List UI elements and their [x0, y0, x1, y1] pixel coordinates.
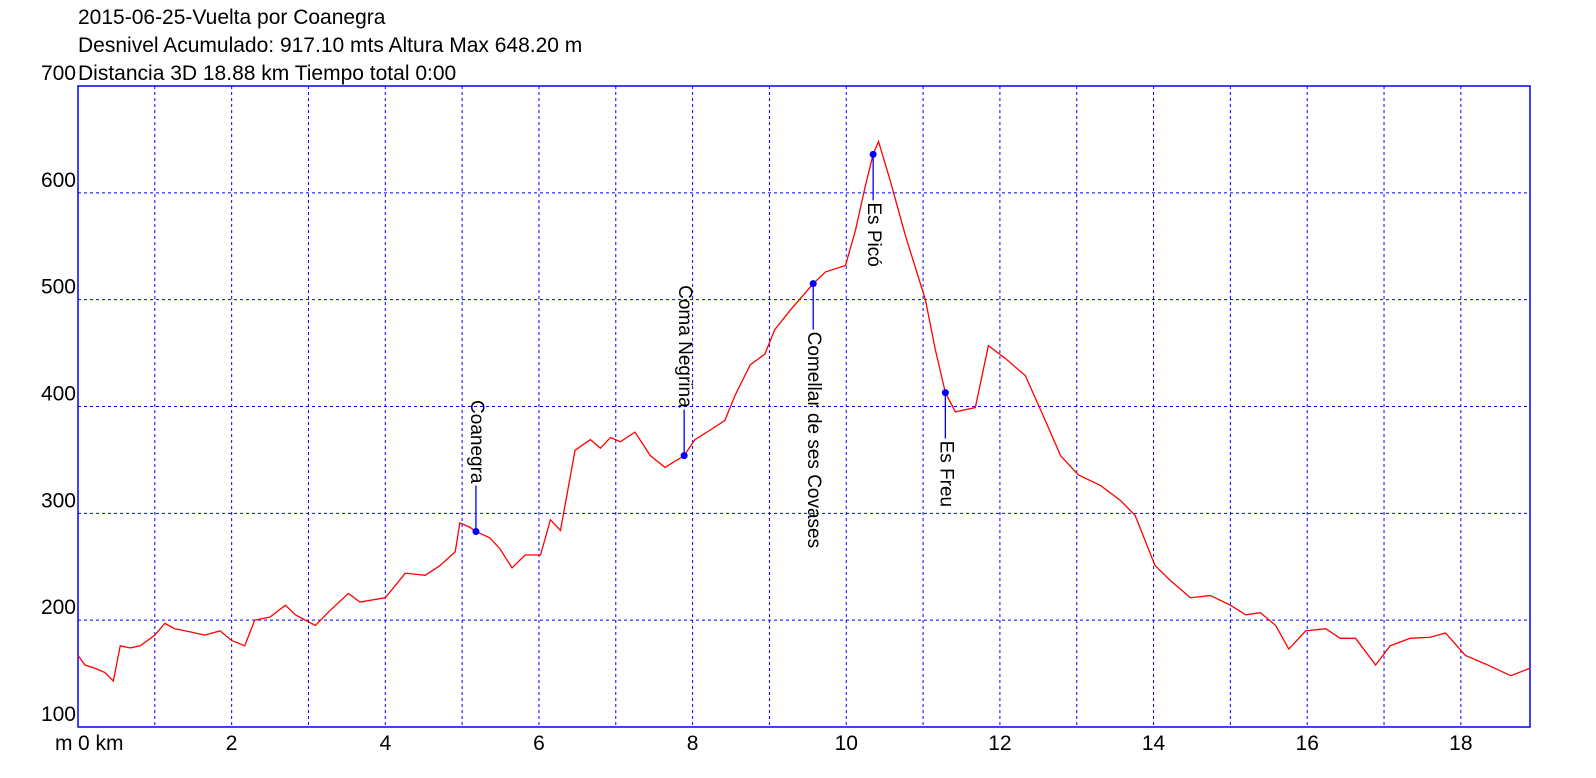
- waypoint-label: Coma Negrina: [674, 285, 695, 408]
- waypoint-marker: [680, 452, 688, 460]
- y-tick-label: 300: [41, 489, 76, 512]
- x-tick-label: 12: [988, 732, 1011, 755]
- x-tick-label: 2: [226, 732, 238, 755]
- y-tick-label: 600: [41, 169, 76, 192]
- x-tick-label: 14: [1142, 732, 1166, 755]
- waypoint-label: Comellar de ses Covases: [803, 332, 824, 548]
- waypoint-marker: [472, 527, 480, 535]
- chart-subtitle: Distancia 3D 18.88 km Tiempo total 0:00: [78, 62, 456, 85]
- plot-frame: [77, 85, 1531, 728]
- waypoint-label: Coanegra: [466, 400, 487, 484]
- y-axis-label: m: [55, 732, 73, 755]
- x-tick-label: 10: [835, 732, 858, 755]
- y-tick-label: 100: [41, 703, 76, 726]
- x-tick-label: 8: [687, 732, 699, 755]
- elevation-line: [77, 139, 1531, 683]
- waypoint-label: Es Picó: [863, 202, 884, 266]
- waypoint-marker: [809, 280, 817, 288]
- x-tick-label: 4: [379, 732, 391, 755]
- waypoint-marker: [941, 389, 949, 397]
- waypoint-marker: [869, 150, 877, 158]
- chart-subtitle: Desnivel Acumulado: 917.10 mts Altura Ma…: [78, 34, 582, 57]
- x-tick-label: 6: [533, 732, 545, 755]
- y-tick-label: 700: [41, 62, 76, 85]
- x-tick-label: 18: [1449, 732, 1472, 755]
- waypoint-label: Es Freu: [935, 441, 956, 508]
- x-tick-label: 0 km: [78, 732, 124, 755]
- chart-title: 2015-06-25-Vuelta por Coanegra: [78, 6, 386, 29]
- y-tick-label: 500: [41, 276, 76, 299]
- y-tick-label: 200: [41, 596, 76, 619]
- x-tick-label: 16: [1296, 732, 1319, 755]
- y-tick-label: 400: [41, 383, 76, 406]
